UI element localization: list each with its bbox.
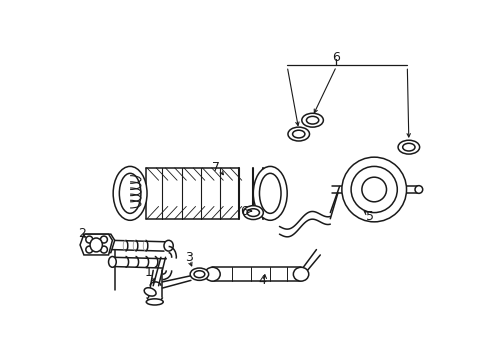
Ellipse shape [306,116,318,124]
Text: 4: 4 [258,274,266,287]
Ellipse shape [397,140,419,154]
Text: 6: 6 [332,50,340,64]
Ellipse shape [102,235,108,241]
Ellipse shape [146,299,163,305]
Ellipse shape [100,236,107,243]
Ellipse shape [86,246,93,253]
Ellipse shape [243,206,263,220]
Ellipse shape [350,166,396,213]
Ellipse shape [341,157,406,222]
Ellipse shape [102,246,108,252]
Ellipse shape [119,173,141,213]
Ellipse shape [292,130,305,138]
Ellipse shape [402,143,414,151]
Polygon shape [81,234,115,253]
Ellipse shape [414,186,422,193]
Ellipse shape [287,127,309,141]
Ellipse shape [259,173,281,213]
Ellipse shape [100,246,107,253]
Ellipse shape [88,246,95,252]
Ellipse shape [90,238,102,252]
Text: 2: 2 [78,227,86,240]
Text: 5: 5 [366,210,374,223]
Ellipse shape [253,166,286,220]
Text: 6: 6 [240,204,247,217]
Polygon shape [80,234,112,255]
Ellipse shape [194,271,204,278]
Ellipse shape [144,288,156,296]
Ellipse shape [204,267,220,281]
Ellipse shape [190,268,208,280]
Ellipse shape [88,235,95,241]
Text: 7: 7 [212,161,220,175]
Ellipse shape [293,267,308,281]
Ellipse shape [246,209,259,216]
Ellipse shape [86,236,93,243]
Ellipse shape [301,113,323,127]
Ellipse shape [108,256,116,267]
Ellipse shape [361,177,386,202]
Ellipse shape [94,238,103,249]
Ellipse shape [163,240,173,251]
Text: 1: 1 [144,266,152,279]
Text: 3: 3 [185,251,193,264]
Ellipse shape [113,166,147,220]
